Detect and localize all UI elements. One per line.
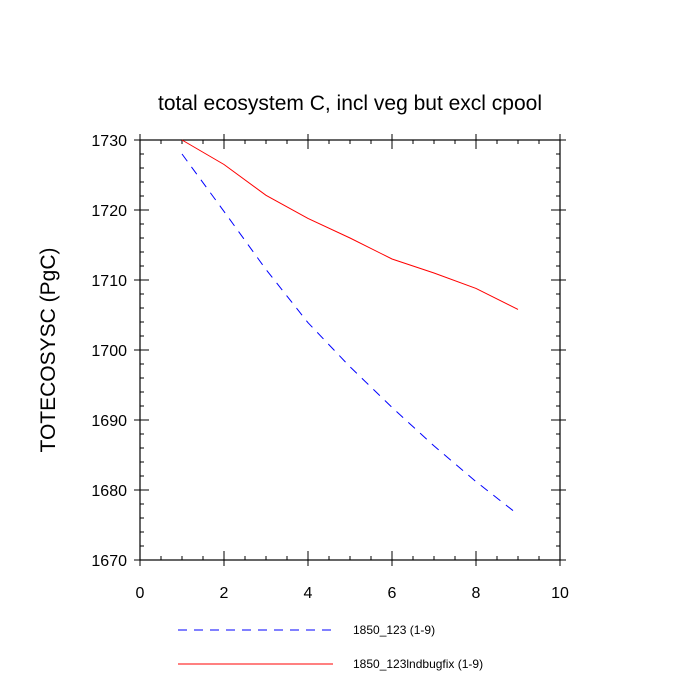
x-tick-label: 4 bbox=[304, 585, 313, 602]
x-tick-label: 6 bbox=[388, 585, 397, 602]
y-axis-label: TOTECOSYSC (PgC) bbox=[37, 248, 60, 453]
legend-label-1: 1850_123 (1-9) bbox=[353, 623, 435, 637]
x-tick-label: 10 bbox=[551, 585, 569, 602]
y-tick-label: 1680 bbox=[91, 483, 127, 500]
y-tick-label: 1720 bbox=[91, 203, 127, 220]
plot-frame bbox=[139, 139, 561, 561]
y-tick-label: 1700 bbox=[91, 343, 127, 360]
legend: 1850_123 (1-9) 1850_123lndbugfix (1-9) bbox=[178, 623, 483, 671]
y-tick-label: 1710 bbox=[91, 273, 127, 290]
legend-label-2: 1850_123lndbugfix (1-9) bbox=[353, 657, 483, 671]
y-tick-label: 1690 bbox=[91, 413, 127, 430]
y-tick-label: 1730 bbox=[91, 133, 127, 150]
x-tick-label: 0 bbox=[136, 585, 145, 602]
y-tick-label: 1670 bbox=[91, 553, 127, 570]
plot-area: 0 2 4 6 8 10 1670 1680 1690 1700 1710 1720 1730 bbox=[91, 133, 569, 602]
x-tick-label: 8 bbox=[472, 585, 481, 602]
chart-title: total ecosystem C, incl veg but excl cpo… bbox=[158, 92, 542, 115]
series-line-1 bbox=[181, 153, 519, 515]
series-line-2 bbox=[181, 139, 519, 310]
x-tick-label: 2 bbox=[220, 585, 229, 602]
